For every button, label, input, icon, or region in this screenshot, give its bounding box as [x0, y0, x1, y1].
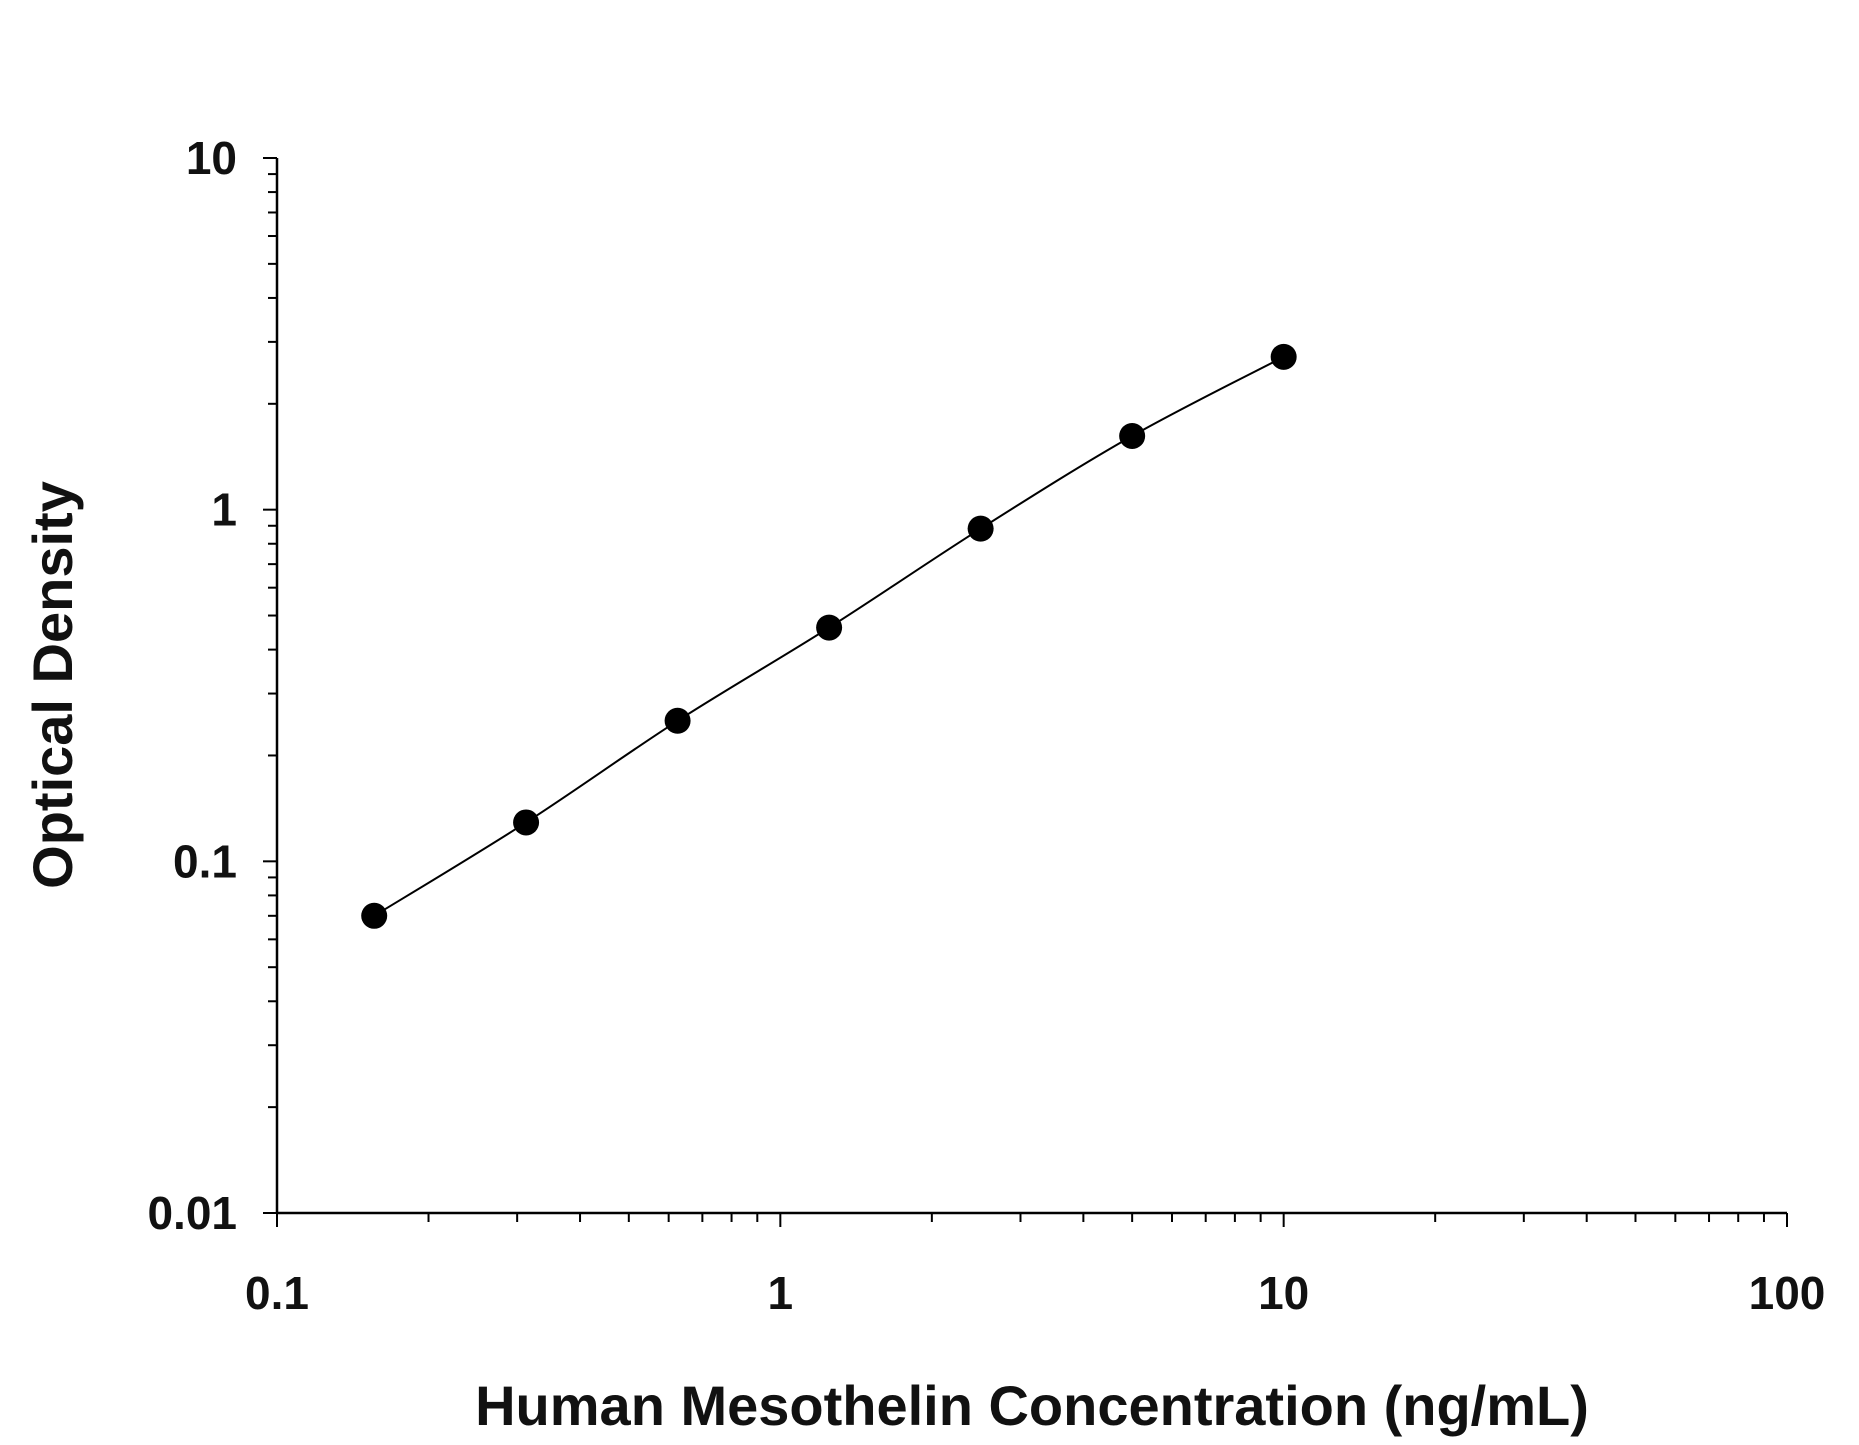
x-tick-label: 10 — [1258, 1267, 1309, 1319]
data-points — [361, 343, 1297, 929]
x-tick-labels: 0.1 1 10 100 — [245, 1267, 1825, 1319]
data-point — [1270, 343, 1297, 370]
x-axis-label: Human Mesothelin Concentration (ng/mL) — [475, 1374, 1589, 1437]
y-axis-label: Optical Density — [21, 481, 84, 889]
y-tick-label: 0.1 — [173, 835, 237, 887]
data-point — [513, 809, 540, 836]
x-tick-label: 0.1 — [245, 1267, 309, 1319]
data-point — [664, 707, 691, 734]
y-tick-labels: 0.01 0.1 1 10 — [147, 132, 237, 1239]
x-tick-label: 100 — [1749, 1267, 1826, 1319]
data-point — [967, 515, 994, 542]
data-point — [1119, 422, 1146, 449]
x-tick-label: 1 — [768, 1267, 794, 1319]
y-tick-label: 0.01 — [147, 1187, 237, 1239]
data-point — [361, 902, 388, 929]
data-point — [816, 614, 843, 641]
y-tick-label: 10 — [186, 132, 237, 184]
y-tick-label: 1 — [211, 484, 237, 536]
axes — [263, 157, 1788, 1227]
